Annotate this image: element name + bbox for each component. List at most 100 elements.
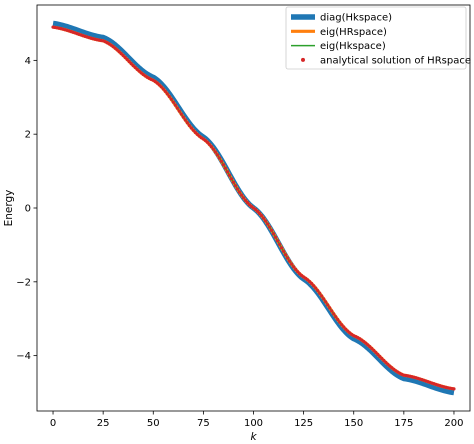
data-point	[255, 209, 260, 213]
data-point	[257, 211, 262, 215]
data-point	[163, 89, 167, 93]
data-point	[165, 92, 169, 96]
data-point	[338, 320, 342, 324]
data-point	[330, 309, 334, 313]
data-point	[372, 348, 376, 353]
data-point	[332, 312, 336, 316]
data-point	[267, 225, 272, 229]
data-point	[273, 235, 278, 239]
data-point	[316, 288, 320, 293]
x-axis-ticks: 0 25 50 75 100 125 150 175 200	[50, 411, 464, 429]
data-point	[291, 265, 296, 269]
data-point	[119, 51, 123, 56]
data-point	[320, 294, 324, 298]
data-point	[370, 346, 374, 351]
data-point	[223, 166, 228, 170]
data-point	[169, 97, 173, 101]
data-point	[285, 256, 290, 260]
data-point	[384, 360, 388, 365]
x-tick-label: 50	[147, 418, 160, 429]
data-point	[243, 198, 248, 202]
data-point	[281, 249, 286, 253]
data-point	[185, 121, 189, 125]
data-point	[167, 94, 171, 99]
data-point	[209, 145, 214, 149]
data-point	[193, 130, 197, 135]
legend-label: eig(HRspace)	[320, 27, 387, 38]
data-point	[233, 184, 238, 188]
data-point	[334, 315, 338, 319]
data-point	[133, 65, 137, 70]
data-point	[259, 214, 264, 218]
data-point	[336, 317, 340, 322]
data-point	[159, 85, 163, 89]
data-point	[237, 190, 242, 194]
data-point	[271, 232, 276, 236]
series-layer	[51, 20, 456, 396]
y-axis-label: Energy	[3, 190, 15, 227]
data-point	[265, 222, 270, 226]
data-point	[452, 387, 456, 391]
data-point	[261, 216, 266, 220]
data-point	[207, 142, 211, 146]
data-point	[326, 303, 330, 307]
data-point	[376, 352, 380, 357]
legend-label: analytical solution of HRspace	[320, 56, 471, 67]
data-point	[161, 87, 165, 91]
data-point	[318, 291, 322, 295]
data-point	[374, 350, 378, 355]
data-point	[235, 187, 240, 191]
data-point	[368, 345, 372, 349]
data-point	[225, 170, 230, 174]
y-tick-label: −2	[16, 277, 31, 288]
data-point	[287, 259, 292, 263]
data-point	[380, 356, 384, 361]
data-point	[314, 286, 318, 290]
legend-label: diag(Hkspace)	[320, 13, 392, 24]
data-point	[293, 267, 298, 271]
data-point	[221, 163, 226, 167]
data-point	[378, 354, 382, 359]
data-point	[239, 193, 244, 197]
data-point	[213, 150, 218, 154]
data-point	[117, 50, 121, 54]
data-point	[277, 242, 282, 246]
x-tick-label: 75	[197, 418, 210, 429]
data-point	[189, 126, 193, 130]
legend-box	[285, 6, 467, 70]
data-point	[175, 106, 179, 110]
y-tick-label: −4	[16, 351, 31, 362]
data-point	[205, 140, 209, 144]
data-point	[123, 55, 127, 60]
data-point	[229, 177, 234, 181]
data-point	[245, 201, 250, 205]
data-point	[211, 147, 216, 151]
data-point	[191, 128, 195, 132]
data-point	[279, 246, 284, 250]
y-tick-label: 4	[25, 56, 31, 67]
data-point	[121, 53, 125, 58]
data-point	[127, 59, 131, 64]
data-point	[340, 323, 344, 327]
x-tick-label: 175	[394, 418, 413, 429]
data-point	[131, 63, 135, 68]
x-tick-label: 125	[294, 418, 313, 429]
data-point	[283, 253, 288, 257]
x-axis-label: k	[250, 431, 257, 443]
y-axis-ticks: −4 −2 0 2 4	[16, 56, 37, 362]
data-point	[171, 100, 175, 104]
data-point	[183, 118, 187, 122]
legend: diag(Hkspace) eig(HRspace) eig(Hkspace) ana…	[285, 6, 471, 70]
data-point	[177, 109, 181, 113]
data-point	[324, 300, 328, 304]
x-tick-label: 25	[97, 418, 110, 429]
data-point	[187, 123, 191, 128]
y-tick-label: 2	[25, 130, 31, 141]
data-point	[289, 262, 294, 266]
data-point	[219, 159, 224, 163]
data-point	[173, 103, 177, 107]
data-point	[217, 156, 222, 160]
legend-marker	[301, 57, 305, 62]
x-tick-label: 100	[244, 418, 263, 429]
